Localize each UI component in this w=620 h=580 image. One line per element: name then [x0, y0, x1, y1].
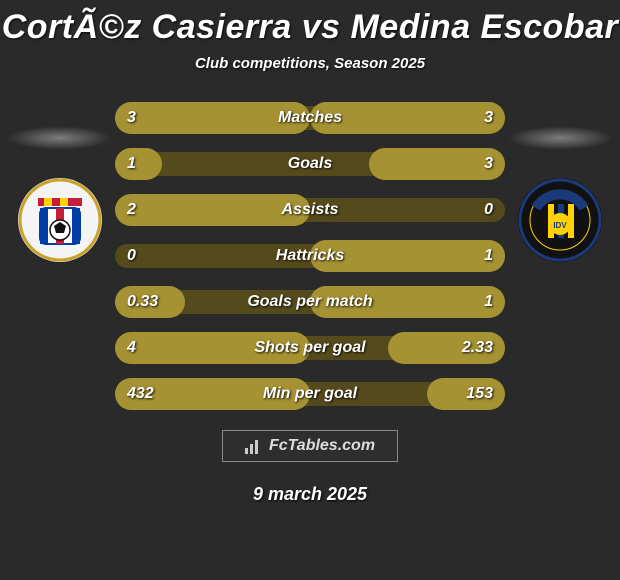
- stat-label: Assists: [282, 194, 339, 226]
- stat-label: Shots per goal: [254, 332, 365, 364]
- stat-label: Hattricks: [276, 240, 344, 272]
- stats-panel: 3 3 Matches 1 3 Goals 2 0 Assists 0 1 Hattricks 0.33…: [115, 102, 505, 408]
- stat-value-left: 4: [127, 332, 136, 364]
- badge-shadow-right: [508, 126, 613, 150]
- stat-row: 1 3 Goals: [115, 148, 505, 178]
- comparison-card: CortÃ©z Casierra vs Medina Escobar Club …: [0, 0, 620, 580]
- team-badge-right: IDV: [518, 178, 602, 262]
- stat-row: 432 153 Min per goal: [115, 378, 505, 408]
- stat-label: Goals per match: [247, 286, 372, 318]
- stat-row: 3 3 Matches: [115, 102, 505, 132]
- stat-row: 0 1 Hattricks: [115, 240, 505, 270]
- stat-label: Min per goal: [263, 378, 357, 410]
- stat-value-left: 1: [127, 148, 136, 180]
- badge-shadow-left: [7, 126, 112, 150]
- stat-value-right: 1: [484, 286, 493, 318]
- bar-chart-icon: [245, 438, 263, 454]
- svg-text:IDV: IDV: [553, 221, 567, 230]
- stat-row: 0.33 1 Goals per match: [115, 286, 505, 316]
- stat-value-left: 2: [127, 194, 136, 226]
- stat-value-left: 0.33: [127, 286, 158, 318]
- stat-label: Matches: [278, 102, 342, 134]
- page-subtitle: Club competitions, Season 2025: [195, 55, 425, 72]
- source-label: FcTables.com: [269, 437, 375, 455]
- stat-value-right: 2.33: [462, 332, 493, 364]
- stat-label: Goals: [288, 148, 332, 180]
- stat-value-right: 153: [466, 378, 493, 410]
- stat-row: 2 0 Assists: [115, 194, 505, 224]
- stat-row: 4 2.33 Shots per goal: [115, 332, 505, 362]
- stat-value-right: 0: [484, 194, 493, 226]
- stat-value-right: 3: [484, 102, 493, 134]
- stat-value-left: 0: [127, 240, 136, 272]
- team-badge-left: [18, 178, 102, 262]
- stat-value-left: 432: [127, 378, 154, 410]
- source-box: FcTables.com: [222, 430, 398, 462]
- stat-value-right: 3: [484, 148, 493, 180]
- page-title: CortÃ©z Casierra vs Medina Escobar: [2, 8, 618, 47]
- stat-value-right: 1: [484, 240, 493, 272]
- stat-value-left: 3: [127, 102, 136, 134]
- date-label: 9 march 2025: [253, 484, 367, 505]
- stat-bar-left: [115, 148, 162, 180]
